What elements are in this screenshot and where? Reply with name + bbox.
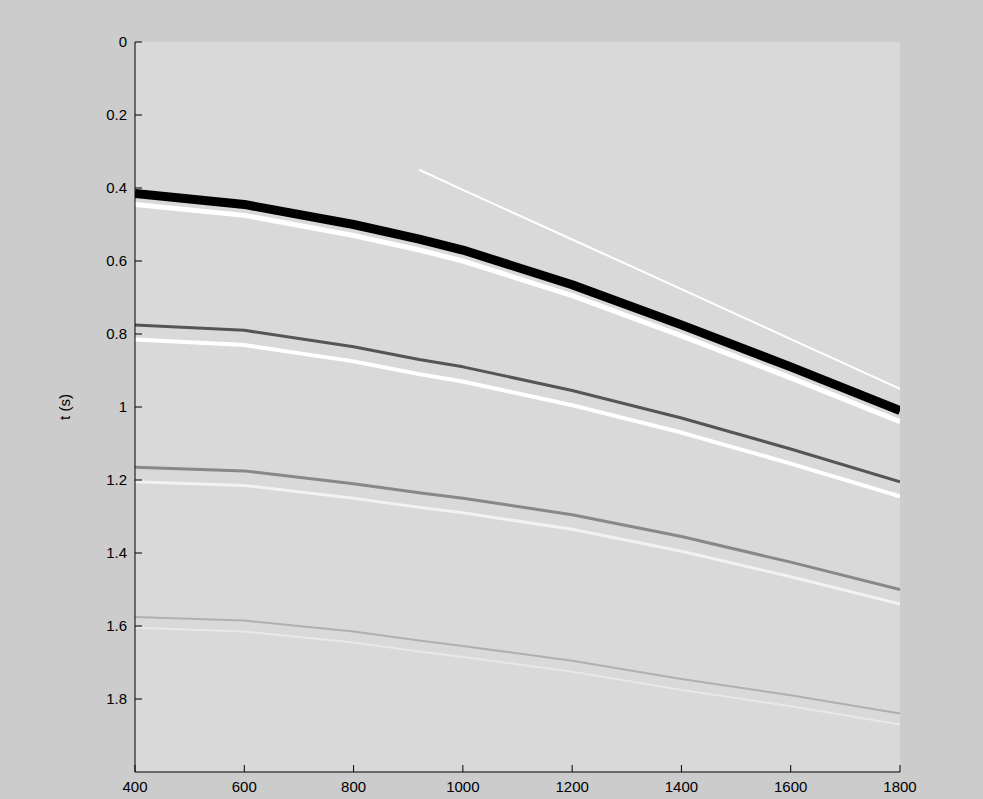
y-tick-label: 1.6 bbox=[106, 617, 127, 634]
y-tick bbox=[135, 334, 142, 335]
x-tick-label: 1800 bbox=[883, 778, 916, 795]
y-tick-label: 1.4 bbox=[106, 544, 127, 561]
y-tick bbox=[135, 115, 142, 116]
y-tick bbox=[135, 699, 142, 700]
y-tick bbox=[135, 188, 142, 189]
y-tick-label: 0.4 bbox=[106, 179, 127, 196]
plot-area bbox=[135, 42, 900, 772]
x-tick-label: 1600 bbox=[774, 778, 807, 795]
x-tick bbox=[900, 765, 901, 772]
x-tick bbox=[790, 765, 791, 772]
x-tick-label: 1400 bbox=[665, 778, 698, 795]
y-tick-label: 0.8 bbox=[106, 325, 127, 342]
y-tick bbox=[135, 553, 142, 554]
y-axis-title: t (s) bbox=[56, 394, 73, 420]
x-tick-label: 400 bbox=[122, 778, 147, 795]
y-tick bbox=[135, 407, 142, 408]
y-tick bbox=[135, 626, 142, 627]
x-tick-label: 1000 bbox=[446, 778, 479, 795]
event-line bbox=[135, 325, 900, 482]
figure-background bbox=[0, 0, 983, 799]
event-line bbox=[135, 482, 900, 604]
y-tick-label: 0.6 bbox=[106, 252, 127, 269]
x-tick bbox=[462, 765, 463, 772]
x-tick bbox=[572, 765, 573, 772]
x-tick bbox=[353, 765, 354, 772]
y-tick bbox=[135, 480, 142, 481]
x-axis-line bbox=[135, 772, 900, 773]
figure: 400 600 800 1000 1200 1400 1600 1800 0 0.2 0.4 0.6 0… bbox=[0, 0, 983, 799]
y-tick bbox=[135, 261, 142, 262]
events bbox=[135, 170, 900, 725]
x-tick bbox=[244, 765, 245, 772]
x-tick bbox=[135, 765, 136, 772]
event-line bbox=[419, 170, 900, 389]
y-tick bbox=[135, 42, 142, 43]
event-line bbox=[135, 204, 900, 421]
y-tick-label: 1.2 bbox=[106, 471, 127, 488]
x-tick-label: 1200 bbox=[555, 778, 588, 795]
x-tick-label: 600 bbox=[232, 778, 257, 795]
x-tick bbox=[681, 765, 682, 772]
event-line bbox=[135, 628, 900, 725]
y-tick-label: 0.2 bbox=[106, 106, 127, 123]
x-tick-label: 800 bbox=[341, 778, 366, 795]
y-tick-label: 0 bbox=[119, 33, 127, 50]
y-tick-label: 1 bbox=[119, 398, 127, 415]
y-tick-label: 1.8 bbox=[106, 690, 127, 707]
